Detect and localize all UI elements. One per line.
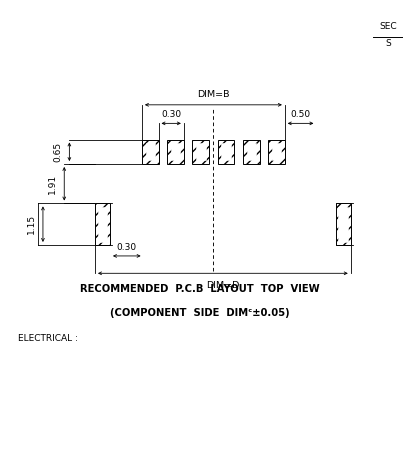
- Bar: [167, 139, 184, 164]
- Text: 1.15: 1.15: [27, 214, 36, 234]
- Bar: [98, 207, 107, 242]
- Bar: [142, 139, 159, 164]
- Bar: [218, 139, 234, 164]
- Text: RECOMMENDED  P.C.B  LAYOUT  TOP  VIEW: RECOMMENDED P.C.B LAYOUT TOP VIEW: [80, 284, 319, 294]
- Text: DIM=B: DIM=B: [197, 90, 230, 99]
- Text: 0.30: 0.30: [117, 243, 137, 252]
- Bar: [268, 139, 285, 164]
- Bar: [247, 143, 256, 161]
- Bar: [221, 143, 231, 161]
- Bar: [336, 203, 351, 245]
- Text: (COMPONENT  SIDE  DIMᶜ±0.05): (COMPONENT SIDE DIMᶜ±0.05): [110, 308, 289, 318]
- Text: SEC: SEC: [379, 22, 397, 31]
- Bar: [272, 143, 281, 161]
- Bar: [196, 143, 206, 161]
- Text: 1.91: 1.91: [48, 173, 57, 194]
- Text: 0.30: 0.30: [161, 109, 181, 118]
- Text: ELECTRICAL :: ELECTRICAL :: [18, 334, 78, 343]
- Text: S: S: [385, 38, 391, 47]
- Bar: [243, 139, 260, 164]
- Text: 0.65: 0.65: [53, 142, 62, 162]
- Bar: [171, 143, 180, 161]
- Text: 0.50: 0.50: [291, 109, 311, 118]
- Text: DIM=D: DIM=D: [206, 281, 240, 290]
- Bar: [145, 143, 155, 161]
- Bar: [192, 139, 209, 164]
- Bar: [95, 203, 110, 245]
- Bar: [339, 207, 348, 242]
